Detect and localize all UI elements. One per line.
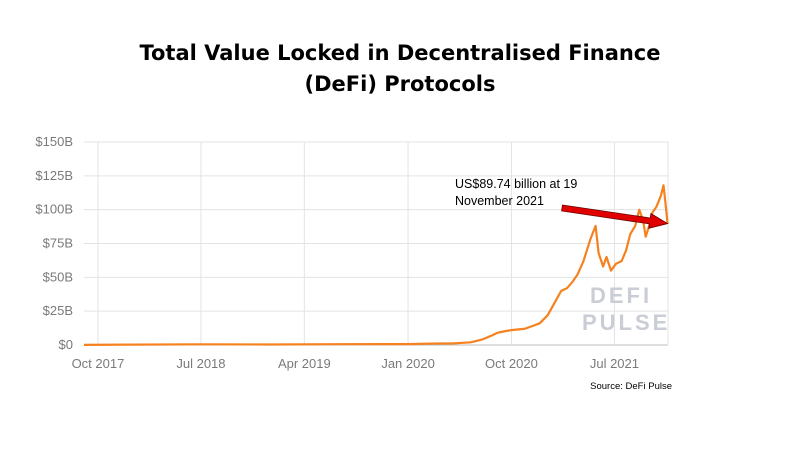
source-note: Source: DeFi Pulse bbox=[590, 381, 672, 392]
x-tick-label: Apr 2019 bbox=[278, 356, 331, 371]
y-tick-label: $0 bbox=[59, 337, 73, 352]
y-tick-label: $50B bbox=[43, 269, 73, 284]
annotation-line-2: November 2021 bbox=[455, 194, 544, 208]
defi-pulse-watermark: DEFI PULSE bbox=[582, 283, 670, 335]
y-tick-label: $25B bbox=[43, 303, 73, 318]
y-axis-ticks: $0 $25B $50B $75B $100B $125B $150B bbox=[35, 134, 73, 352]
annotation-line-1: US$89.74 billion at 19 bbox=[455, 177, 577, 191]
x-tick-label: Jan 2020 bbox=[381, 356, 435, 371]
chart-title-line-2: (DeFi) Protocols bbox=[304, 72, 496, 96]
y-tick-label: $125B bbox=[35, 168, 73, 183]
x-axis-ticks: Oct 2017 Jul 2018 Apr 2019 Jan 2020 Oct 2020… bbox=[72, 356, 639, 371]
x-tick-label: Oct 2017 bbox=[72, 356, 125, 371]
gridlines bbox=[84, 141, 669, 346]
x-tick-label: Jul 2021 bbox=[590, 356, 639, 371]
x-tick-label: Oct 2020 bbox=[485, 356, 538, 371]
series-layer bbox=[83, 184, 669, 346]
annotation-arrow-shape bbox=[561, 204, 669, 229]
annotation: US$89.74 billion at 19 November 2021 bbox=[455, 177, 669, 229]
chart-title-line-1: Total Value Locked in Decentralised Fina… bbox=[139, 41, 661, 65]
y-tick-label: $75B bbox=[43, 236, 73, 251]
chart-title: Total Value Locked in Decentralised Fina… bbox=[0, 38, 800, 100]
watermark-line-2: PULSE bbox=[582, 310, 670, 335]
tvl-series-line bbox=[83, 184, 669, 346]
annotation-arrow bbox=[561, 204, 669, 229]
x-tick-label: Jul 2018 bbox=[176, 356, 225, 371]
y-tick-label: $100B bbox=[35, 202, 73, 217]
watermark-line-1: DEFI bbox=[590, 283, 652, 308]
y-tick-label: $150B bbox=[35, 134, 73, 149]
